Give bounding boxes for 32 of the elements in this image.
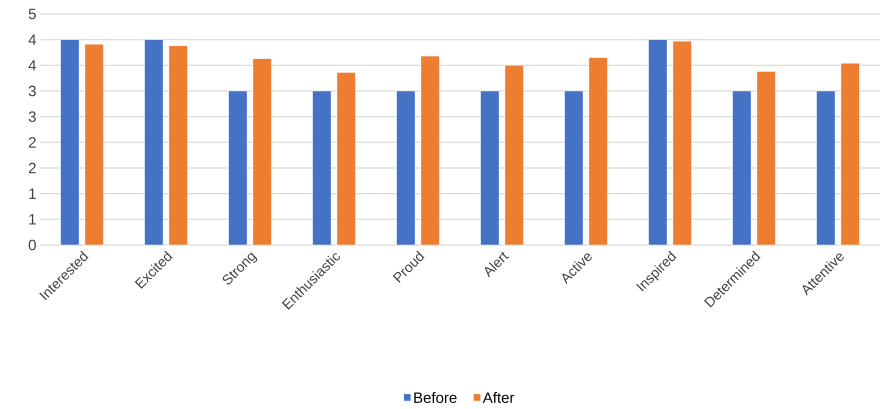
bar (672, 41, 692, 246)
bar (732, 90, 752, 246)
bar (336, 72, 356, 246)
bar (816, 90, 836, 246)
bar (84, 44, 104, 246)
bar (312, 90, 332, 246)
y-tick-label: 3 (28, 111, 36, 122)
bar (564, 90, 584, 246)
bar (588, 57, 608, 246)
bar (396, 90, 416, 246)
bar (168, 46, 188, 246)
y-tick-label: 3 (28, 86, 36, 96)
bar (228, 90, 248, 246)
y-tick-label: 2 (28, 137, 36, 148)
y-tick-label: 1 (29, 188, 36, 199)
bar (504, 65, 524, 246)
bar (60, 39, 80, 246)
y-tick-label: 2 (28, 162, 36, 174)
bar (648, 39, 668, 246)
y-tick-label: 4 (28, 34, 36, 45)
bar (480, 90, 500, 246)
bar (840, 63, 860, 246)
y-tick-label: 0 (28, 240, 36, 250)
y-tick-label: 4 (28, 60, 36, 70)
legend-label: After (482, 392, 514, 403)
bar (756, 71, 776, 246)
bar (144, 39, 164, 246)
y-tick-label: 1 (29, 214, 36, 224)
legend-label: Before (414, 392, 457, 403)
bar (420, 56, 440, 246)
bar (252, 58, 272, 246)
y-tick-label: 5 (28, 8, 36, 20)
